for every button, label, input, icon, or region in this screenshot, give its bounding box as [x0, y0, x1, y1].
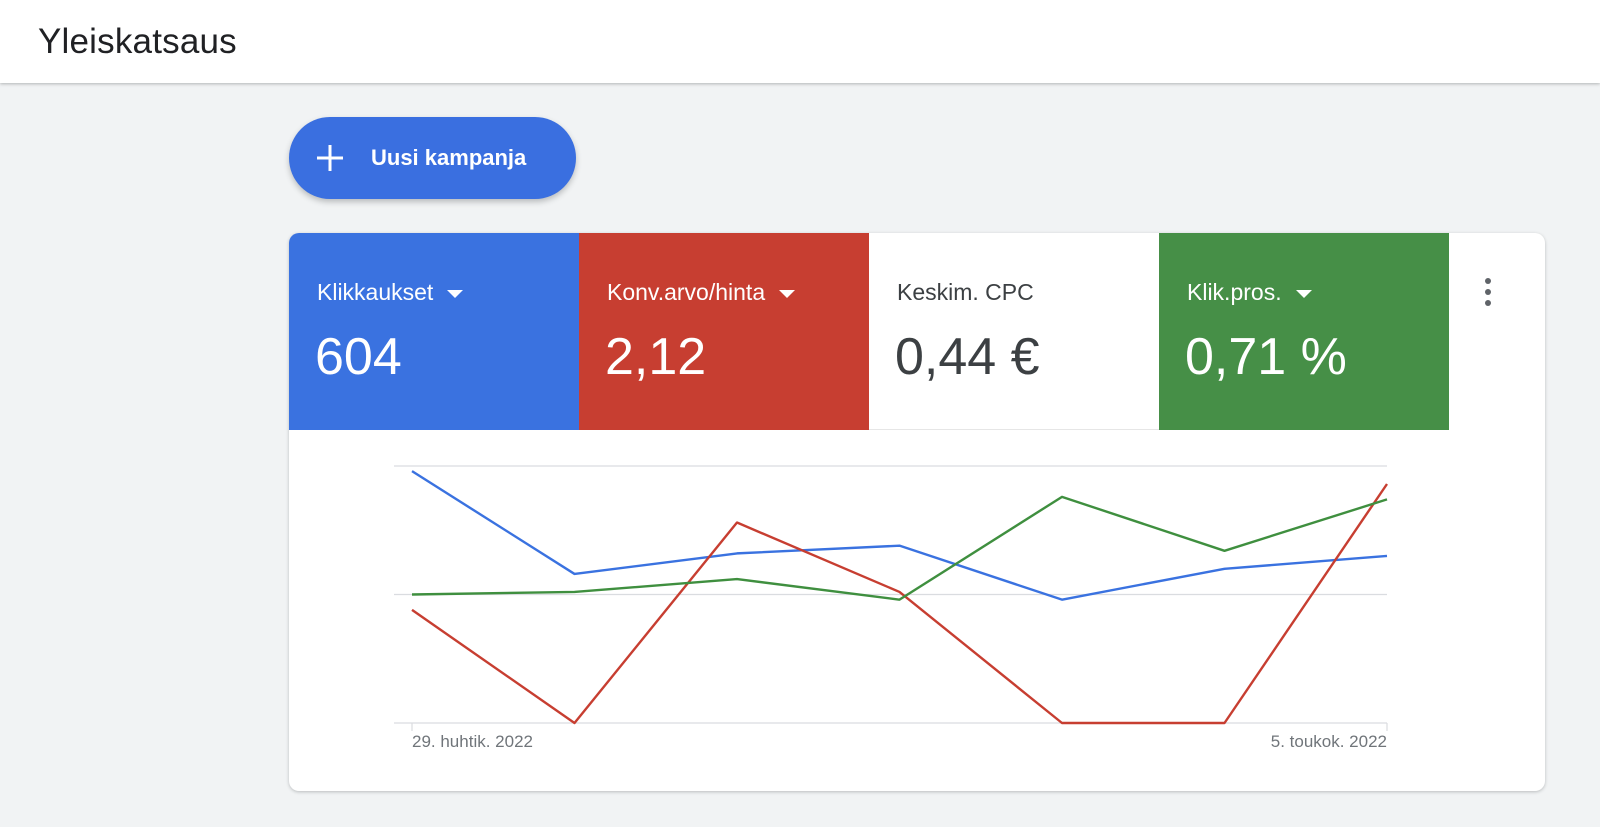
metric-value-clicks: 604 [315, 328, 402, 386]
metric-label-conv-value-cost[interactable]: Konv.arvo/hinta [607, 279, 796, 306]
metric-value-avg-cpc: 0,44 € [895, 328, 1040, 386]
metric-label-avg-cpc: Keskim. CPC [897, 279, 1034, 305]
chart-x-axis: 29. huhtik. 2022 5. toukok. 2022 [411, 723, 1388, 751]
metric-value-conv-value-cost: 2,12 [605, 328, 707, 386]
x-axis-tick-label: 5. toukok. 2022 [1271, 732, 1387, 751]
series-line-klikkaukset [411, 470, 1388, 601]
dropdown-caret-icon[interactable] [447, 289, 464, 298]
performance-line-chart: 29. huhtik. 2022 5. toukok. 2022 [394, 465, 1388, 751]
new-campaign-button[interactable]: Uusi kampanja [289, 117, 576, 199]
more-vert-icon[interactable] [1473, 273, 1503, 313]
metric-label-ctr[interactable]: Klik.pros. [1187, 279, 1312, 306]
metric-value-ctr: 0,71 % [1185, 328, 1347, 386]
top-bar: Yleiskatsaus [0, 0, 1600, 83]
dropdown-caret-icon[interactable] [1295, 289, 1312, 298]
metric-tile-avg-cpc[interactable]: Keskim. CPC 0,44 € [869, 233, 1159, 430]
metric-tile-clicks[interactable]: Klikkaukset 604 [289, 233, 579, 430]
x-axis-tick-label: 29. huhtik. 2022 [412, 732, 533, 751]
chart-series [411, 470, 1388, 725]
performance-card: Klikkaukset 604 Konv.arvo/hinta 2,12 Kes… [289, 233, 1545, 791]
metric-label-clicks[interactable]: Klikkaukset [317, 279, 464, 306]
series-line-konv-arvo-hinta [411, 483, 1388, 725]
new-campaign-label: Uusi kampanja [371, 145, 527, 170]
series-line-klik-pros- [411, 495, 1388, 601]
metric-tile-conv-value-cost[interactable]: Konv.arvo/hinta 2,12 [579, 233, 869, 430]
metric-tile-ctr[interactable]: Klik.pros. 0,71 % [1159, 233, 1449, 430]
plus-icon [317, 145, 343, 171]
page-title: Yleiskatsaus [38, 22, 237, 61]
dropdown-caret-icon[interactable] [779, 289, 796, 298]
chart-gridlines [394, 465, 1387, 724]
